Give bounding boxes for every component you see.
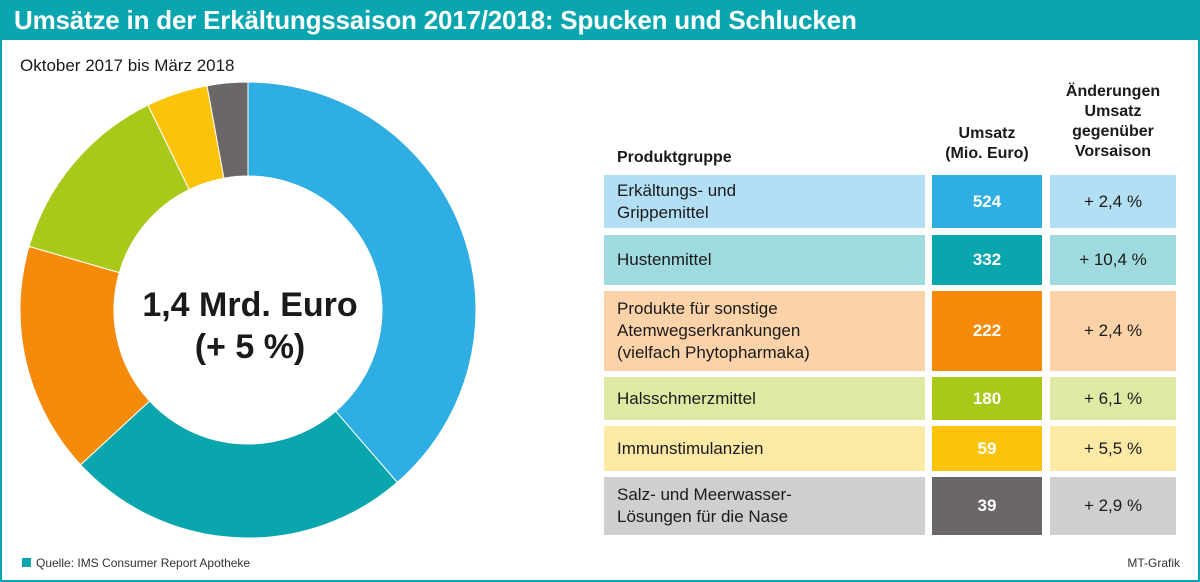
- source-square-icon: [22, 558, 31, 567]
- product-name: Hustenmittel: [617, 249, 711, 271]
- table-row: Immunstimulanzien 59 + 5,5 %: [604, 426, 1176, 471]
- product-name-line: Lösungen für die Nase: [617, 507, 789, 526]
- product-name: Halsschmerzmittel: [617, 388, 756, 410]
- sales-change: + 2,9 %: [1050, 477, 1176, 535]
- total-change: (+ 5 %): [194, 328, 306, 366]
- table-row: Salz- und Meerwasser- Lösungen für die Na…: [604, 477, 1176, 535]
- product-name-line: Erkältungs- und: [617, 180, 737, 200]
- product-name-line: Grippemittel: [617, 202, 709, 222]
- donut-center-label: 1,4 Mrd. Euro (+ 5 %): [100, 284, 400, 368]
- product-name: Immunstimulanzien: [617, 438, 763, 460]
- column-header-sales: Umsatz (Mio. Euro): [932, 124, 1042, 164]
- donut-slice: [247, 81, 477, 484]
- sales-value: 332: [932, 235, 1042, 285]
- column-header-change: Änderungen Umsatz gegenüber Vorsaison: [1050, 82, 1176, 162]
- sales-value: 59: [932, 426, 1042, 471]
- donut-slice: [206, 81, 249, 179]
- column-header-sales-line: (Mio. Euro): [945, 145, 1029, 162]
- product-name: Produkte für sonstige Atemwegserkrankunge…: [617, 298, 810, 364]
- sales-change: + 2,4 %: [1050, 175, 1176, 228]
- credit-note: MT-Grafik: [1127, 556, 1180, 570]
- header-bar: Umsätze in der Erkältungssaison 2017/201…: [0, 0, 1200, 40]
- column-header-product: Produktgruppe: [617, 149, 732, 166]
- chart-title: Umsätze in der Erkältungssaison 2017/201…: [14, 5, 857, 35]
- product-name-line: (vielfach Phytopharmaka): [617, 343, 810, 362]
- table-row: Erkältungs- und Grippemittel 524 + 2,4 %: [604, 175, 1176, 228]
- product-name-cell: Hustenmittel: [604, 235, 925, 285]
- product-name: Erkältungs- und Grippemittel: [617, 180, 736, 224]
- column-header-change-line: Änderungen: [1065, 83, 1161, 100]
- table-row: Hustenmittel 332 + 10,4 %: [604, 235, 1176, 285]
- sales-change: + 6,1 %: [1050, 377, 1176, 420]
- product-name-cell: Erkältungs- und Grippemittel: [604, 175, 925, 228]
- donut-chart: [19, 81, 477, 539]
- product-name-cell: Halsschmerzmittel: [604, 377, 925, 420]
- source-text: Quelle: IMS Consumer Report Apotheke: [36, 556, 251, 570]
- sales-value: 39: [932, 477, 1042, 535]
- product-name-cell: Salz- und Meerwasser- Lösungen für die Na…: [604, 477, 925, 535]
- product-name-line: Halsschmerzmittel: [617, 388, 756, 408]
- source-note: Quelle: IMS Consumer Report Apotheke: [22, 556, 250, 570]
- sales-change: + 2,4 %: [1050, 291, 1176, 371]
- product-name-line: Atemwegserkrankungen: [617, 321, 801, 340]
- product-name: Salz- und Meerwasser- Lösungen für die Na…: [617, 484, 792, 528]
- column-header-change-line: Vorsaison: [1074, 143, 1152, 160]
- sales-value: 524: [932, 175, 1042, 228]
- product-name-cell: Immunstimulanzien: [604, 426, 925, 471]
- column-header-change-line: Umsatz: [1084, 103, 1142, 120]
- sales-value: 222: [932, 291, 1042, 371]
- sales-change: + 5,5 %: [1050, 426, 1176, 471]
- total-sales: 1,4 Mrd. Euro: [142, 286, 358, 324]
- column-header-sales-line: Umsatz: [958, 125, 1016, 142]
- product-name-cell: Produkte für sonstige Atemwegserkrankunge…: [604, 291, 925, 371]
- product-name-line: Hustenmittel: [617, 250, 712, 269]
- table-row: Produkte für sonstige Atemwegserkrankunge…: [604, 291, 1176, 371]
- product-name-line: Immunstimulanzien: [617, 438, 764, 458]
- sales-change: + 10,4 %: [1050, 235, 1176, 285]
- chart-subtitle: Oktober 2017 bis März 2018: [20, 56, 235, 75]
- sales-value: 180: [932, 377, 1042, 420]
- product-name-line: Produkte für sonstige: [617, 299, 778, 318]
- donut-slice: [79, 400, 398, 539]
- column-header-change-line: gegenüber: [1072, 123, 1154, 140]
- product-name-line: Salz- und Meerwasser-: [617, 485, 792, 504]
- table-row: Halsschmerzmittel 180 + 6,1 %: [604, 377, 1176, 420]
